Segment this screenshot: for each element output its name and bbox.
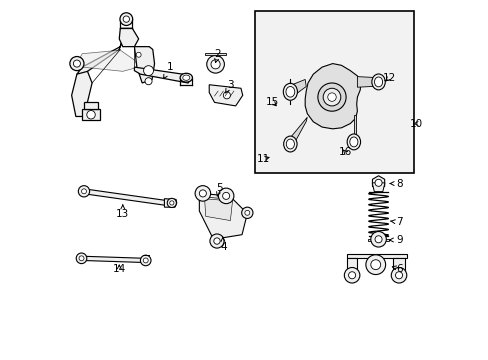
Text: 5: 5 — [216, 183, 223, 196]
Circle shape — [76, 253, 87, 264]
Circle shape — [78, 186, 89, 197]
Circle shape — [374, 236, 381, 243]
Polygon shape — [77, 39, 122, 78]
Ellipse shape — [346, 134, 360, 150]
Circle shape — [348, 272, 355, 279]
Text: 3: 3 — [225, 80, 233, 93]
Polygon shape — [71, 71, 92, 117]
Circle shape — [87, 111, 95, 119]
Circle shape — [70, 57, 84, 71]
Polygon shape — [357, 77, 378, 87]
Polygon shape — [209, 85, 242, 106]
Circle shape — [206, 55, 224, 73]
Polygon shape — [82, 109, 100, 120]
Text: 6: 6 — [391, 264, 402, 274]
Text: 15: 15 — [265, 98, 279, 107]
Circle shape — [123, 16, 129, 22]
Text: 2: 2 — [214, 49, 221, 63]
Circle shape — [73, 60, 81, 67]
Circle shape — [195, 186, 210, 201]
Polygon shape — [134, 47, 154, 83]
Text: 9: 9 — [389, 235, 402, 245]
Circle shape — [327, 93, 336, 101]
Text: 14: 14 — [112, 264, 125, 274]
Ellipse shape — [283, 83, 297, 100]
Polygon shape — [367, 239, 388, 242]
Circle shape — [140, 255, 151, 266]
Circle shape — [136, 52, 141, 57]
Polygon shape — [119, 28, 139, 47]
Ellipse shape — [374, 77, 382, 87]
Polygon shape — [81, 256, 145, 262]
Polygon shape — [372, 176, 384, 190]
Circle shape — [210, 60, 220, 69]
Circle shape — [143, 66, 153, 76]
Circle shape — [222, 192, 229, 199]
Text: 12: 12 — [382, 73, 395, 83]
Polygon shape — [204, 199, 232, 221]
Circle shape — [209, 234, 224, 248]
Circle shape — [241, 207, 252, 219]
Circle shape — [323, 88, 340, 106]
Polygon shape — [290, 80, 305, 98]
Circle shape — [370, 260, 380, 270]
Circle shape — [143, 258, 148, 263]
Polygon shape — [371, 183, 384, 192]
Ellipse shape — [183, 75, 189, 80]
Circle shape — [79, 256, 84, 261]
Polygon shape — [84, 189, 166, 206]
Ellipse shape — [180, 73, 192, 82]
Circle shape — [395, 272, 402, 279]
Circle shape — [344, 267, 359, 283]
Circle shape — [374, 179, 381, 186]
Circle shape — [199, 190, 206, 197]
Polygon shape — [164, 199, 176, 207]
Polygon shape — [290, 117, 306, 150]
Ellipse shape — [349, 137, 357, 147]
Circle shape — [223, 92, 230, 99]
Polygon shape — [392, 258, 404, 274]
Text: 11: 11 — [257, 154, 270, 164]
Circle shape — [218, 188, 233, 204]
Polygon shape — [84, 102, 98, 109]
Circle shape — [145, 78, 152, 85]
Text: 8: 8 — [389, 179, 402, 189]
Ellipse shape — [285, 139, 294, 149]
Circle shape — [213, 238, 220, 244]
Bar — [255, 11, 413, 173]
Polygon shape — [199, 193, 247, 239]
Circle shape — [365, 255, 385, 275]
Text: 4: 4 — [220, 237, 226, 252]
Polygon shape — [305, 64, 360, 129]
Polygon shape — [353, 116, 355, 147]
Circle shape — [370, 231, 386, 247]
Circle shape — [244, 210, 249, 215]
Polygon shape — [79, 50, 139, 71]
Polygon shape — [134, 67, 192, 83]
Ellipse shape — [285, 86, 294, 97]
Ellipse shape — [371, 74, 385, 90]
Text: 1: 1 — [163, 62, 173, 78]
Text: 10: 10 — [409, 118, 422, 129]
Text: 16: 16 — [338, 147, 351, 157]
Circle shape — [317, 83, 346, 111]
Text: 7: 7 — [390, 217, 402, 227]
Polygon shape — [346, 258, 357, 274]
Text: 13: 13 — [116, 205, 129, 219]
Circle shape — [81, 189, 86, 194]
Polygon shape — [204, 53, 225, 55]
Polygon shape — [346, 254, 406, 258]
Circle shape — [169, 201, 174, 205]
Circle shape — [390, 267, 406, 283]
Circle shape — [120, 13, 132, 26]
Circle shape — [167, 198, 176, 207]
Ellipse shape — [283, 136, 296, 152]
